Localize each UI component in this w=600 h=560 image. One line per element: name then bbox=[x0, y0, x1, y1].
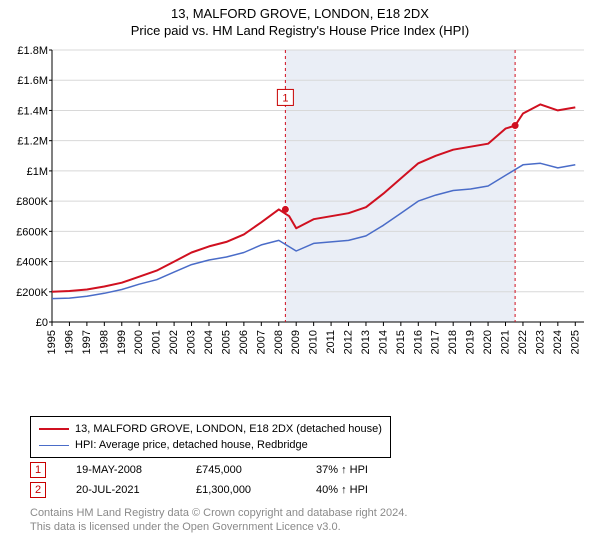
svg-text:2022: 2022 bbox=[517, 330, 529, 354]
svg-text:£800K: £800K bbox=[16, 196, 48, 208]
svg-text:2007: 2007 bbox=[255, 330, 267, 354]
svg-text:£1.6M: £1.6M bbox=[17, 75, 48, 87]
svg-text:2024: 2024 bbox=[552, 330, 564, 354]
svg-text:2018: 2018 bbox=[447, 330, 459, 354]
marker-table: 1 19-MAY-2008 £745,000 37% ↑ HPI 2 20-JUL-202… bbox=[30, 460, 406, 500]
svg-text:2016: 2016 bbox=[412, 330, 424, 354]
svg-text:2002: 2002 bbox=[168, 330, 180, 354]
footer-attribution: Contains HM Land Registry data © Crown c… bbox=[30, 506, 407, 534]
svg-text:1: 1 bbox=[282, 92, 288, 104]
legend-swatch bbox=[39, 428, 69, 430]
svg-text:2010: 2010 bbox=[308, 330, 320, 354]
svg-text:2000: 2000 bbox=[133, 330, 145, 354]
svg-text:£1.8M: £1.8M bbox=[17, 45, 48, 57]
svg-text:2017: 2017 bbox=[430, 330, 442, 354]
legend-swatch bbox=[39, 445, 69, 446]
svg-text:£1.4M: £1.4M bbox=[17, 105, 48, 117]
legend-label: HPI: Average price, detached house, Redb… bbox=[75, 437, 308, 453]
svg-text:2006: 2006 bbox=[238, 330, 250, 354]
marker-pct: 40% ↑ HPI bbox=[316, 484, 406, 496]
legend-item: HPI: Average price, detached house, Redb… bbox=[39, 437, 382, 453]
svg-text:1996: 1996 bbox=[63, 330, 75, 354]
svg-text:2023: 2023 bbox=[534, 330, 546, 354]
svg-text:£0: £0 bbox=[36, 317, 48, 329]
svg-text:2014: 2014 bbox=[377, 330, 389, 354]
marker-row: 1 19-MAY-2008 £745,000 37% ↑ HPI bbox=[30, 460, 406, 480]
svg-text:£200K: £200K bbox=[16, 287, 48, 299]
marker-price: £745,000 bbox=[196, 464, 286, 476]
footer-line1: Contains HM Land Registry data © Crown c… bbox=[30, 506, 407, 520]
line-chart: £0 £200K £400K £600K £800K £1M £1.2M £1.4M £1.6M… bbox=[8, 44, 592, 404]
chart-area: £0 £200K £400K £600K £800K £1M £1.2M £1.4M £1.6M… bbox=[8, 44, 592, 404]
svg-text:2003: 2003 bbox=[186, 330, 198, 354]
svg-text:2020: 2020 bbox=[482, 330, 494, 354]
marker-id-box: 2 bbox=[30, 482, 46, 498]
svg-text:2021: 2021 bbox=[500, 330, 512, 354]
marker-date: 20-JUL-2021 bbox=[76, 484, 166, 496]
svg-text:2011: 2011 bbox=[325, 330, 337, 354]
legend-item: 13, MALFORD GROVE, LONDON, E18 2DX (deta… bbox=[39, 421, 382, 437]
svg-text:2015: 2015 bbox=[395, 330, 407, 354]
marker-price: £1,300,000 bbox=[196, 484, 286, 496]
chart-titles: 13, MALFORD GROVE, LONDON, E18 2DX Price… bbox=[0, 0, 600, 38]
svg-text:1997: 1997 bbox=[81, 330, 93, 354]
marker-id-box: 1 bbox=[30, 462, 46, 478]
title-main: 13, MALFORD GROVE, LONDON, E18 2DX bbox=[0, 6, 600, 21]
svg-text:1999: 1999 bbox=[116, 330, 128, 354]
svg-text:2004: 2004 bbox=[203, 330, 215, 354]
svg-text:1995: 1995 bbox=[46, 330, 58, 354]
marker-row: 2 20-JUL-2021 £1,300,000 40% ↑ HPI bbox=[30, 480, 406, 500]
footer-line2: This data is licensed under the Open Gov… bbox=[30, 520, 407, 534]
svg-text:£400K: £400K bbox=[16, 257, 48, 269]
legend-label: 13, MALFORD GROVE, LONDON, E18 2DX (deta… bbox=[75, 421, 382, 437]
svg-text:2012: 2012 bbox=[343, 330, 355, 354]
title-sub: Price paid vs. HM Land Registry's House … bbox=[0, 23, 600, 38]
svg-text:2009: 2009 bbox=[290, 330, 302, 354]
marker-date: 19-MAY-2008 bbox=[76, 464, 166, 476]
svg-text:2008: 2008 bbox=[273, 330, 285, 354]
svg-text:2025: 2025 bbox=[569, 330, 581, 354]
svg-text:£1M: £1M bbox=[27, 166, 48, 178]
svg-text:1998: 1998 bbox=[98, 330, 110, 354]
svg-text:2019: 2019 bbox=[465, 330, 477, 354]
svg-text:2013: 2013 bbox=[360, 330, 372, 354]
svg-text:£1.2M: £1.2M bbox=[17, 136, 48, 148]
svg-text:£600K: £600K bbox=[16, 226, 48, 238]
legend: 13, MALFORD GROVE, LONDON, E18 2DX (deta… bbox=[30, 416, 391, 458]
svg-text:2005: 2005 bbox=[220, 330, 232, 354]
marker-pct: 37% ↑ HPI bbox=[316, 464, 406, 476]
svg-text:2001: 2001 bbox=[151, 330, 163, 354]
